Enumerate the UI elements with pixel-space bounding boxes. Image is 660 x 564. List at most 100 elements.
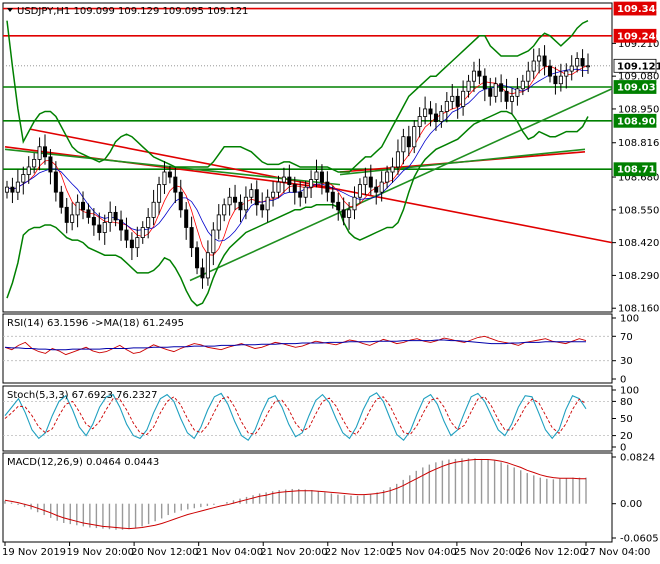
- candle-body: [4, 186, 10, 193]
- rsi-axis-label: 70: [620, 332, 633, 343]
- candle-body: [379, 181, 384, 193]
- candle-body: [450, 95, 455, 102]
- candle-body: [102, 222, 107, 233]
- candle-body: [515, 88, 520, 97]
- macd-axis-label: -0.0605: [620, 534, 659, 545]
- level-price-label: 108.903: [617, 116, 660, 127]
- candle-body: [526, 70, 531, 82]
- candle-body: [15, 181, 20, 193]
- price-axis-label: 108.290: [618, 271, 659, 282]
- candle-body: [428, 108, 433, 115]
- candle-body: [108, 211, 113, 223]
- candle-body: [178, 191, 183, 211]
- rsi-axis-label: 0: [620, 375, 626, 386]
- green-trendline-up: [339, 148, 586, 176]
- candle-body: [368, 176, 373, 188]
- candle-body: [265, 196, 270, 211]
- candle-body: [336, 201, 341, 211]
- candle-body: [292, 184, 297, 193]
- candle-body: [59, 191, 64, 208]
- candle-body: [347, 209, 352, 218]
- candle-body: [455, 95, 460, 107]
- price-axis-label: 108.420: [618, 238, 659, 249]
- level-price-label: 109.240: [617, 31, 660, 42]
- candle-body: [471, 70, 476, 82]
- candle-body: [271, 191, 276, 198]
- candle-body: [385, 171, 390, 183]
- candle-body: [580, 58, 585, 67]
- candle-body: [482, 75, 487, 90]
- candle-body: [439, 111, 444, 122]
- candle-body: [205, 252, 210, 279]
- candle-body: [48, 156, 53, 173]
- candle-body: [363, 176, 368, 186]
- candle-body: [26, 166, 31, 175]
- candle-body: [374, 186, 379, 193]
- level-price-label: 109.348: [617, 4, 660, 15]
- candle-body: [233, 196, 238, 203]
- candle-body: [319, 171, 324, 183]
- candle-body: [151, 201, 156, 218]
- candle-body: [81, 201, 86, 211]
- candle-body: [211, 229, 216, 254]
- time-axis-label: 19 Nov 20:00: [67, 547, 134, 558]
- time-axis-label: 22 Nov 12:00: [325, 547, 392, 558]
- level-price-badge: [613, 58, 657, 73]
- candle-body: [444, 100, 449, 112]
- candle-body: [433, 113, 438, 122]
- candle-body: [227, 196, 232, 206]
- macd-axis-label: 0.0824: [620, 453, 655, 464]
- candle-body: [325, 181, 330, 193]
- candle-body: [406, 136, 411, 148]
- candle-body: [124, 229, 129, 241]
- candle-body: [249, 189, 254, 198]
- price-axis-label: 108.550: [618, 205, 659, 216]
- candle-body: [129, 239, 134, 249]
- candle-body: [276, 181, 281, 193]
- rsi-title: RSI(14) 63.1596 ->MA(18) 61.2495: [7, 318, 184, 329]
- bollinger-lower: [6, 110, 589, 307]
- level-price-badge: [613, 80, 657, 94]
- candle-body: [135, 237, 140, 249]
- panel-frame-3: [2, 452, 613, 543]
- candle-body: [37, 146, 42, 160]
- rsi-line: [4, 335, 587, 356]
- candle-body: [509, 95, 514, 102]
- candle-body: [341, 209, 346, 218]
- candle-body: [352, 196, 357, 211]
- candle-body: [287, 176, 292, 186]
- bollinger-upper: [6, 20, 589, 173]
- candle-body: [357, 184, 362, 198]
- price-axis-label: 108.816: [618, 138, 659, 149]
- candle-body: [564, 70, 569, 77]
- macd-axis-label: 0.00: [620, 499, 642, 510]
- candle-body: [531, 60, 536, 72]
- time-axis-label: 27 Nov 04:00: [583, 547, 650, 558]
- candle-body: [390, 166, 395, 173]
- symbol-dropdown-icon[interactable]: [7, 8, 13, 12]
- level-price-badge: [613, 28, 657, 43]
- rsi-axis-label: 30: [620, 356, 633, 367]
- candle-body: [395, 151, 400, 168]
- candle-body: [575, 58, 580, 67]
- level-price-badge: [613, 162, 657, 177]
- candle-body: [222, 204, 227, 216]
- candle-body: [113, 211, 118, 221]
- candle-body: [499, 83, 504, 92]
- candle-body: [569, 65, 574, 72]
- candle-body: [157, 184, 162, 203]
- candle-body: [97, 224, 102, 233]
- candle-body: [216, 214, 221, 231]
- price-axis-label: 108.950: [618, 104, 659, 115]
- candle-body: [189, 227, 194, 249]
- stoch-axis-label: 100: [620, 386, 639, 397]
- level-price-label: 109.037: [617, 82, 660, 93]
- time-axis-label: 20 Nov 12:00: [131, 547, 198, 558]
- time-axis-label: 19 Nov 2019: [2, 547, 66, 558]
- rsi-axis-label: 100: [620, 314, 639, 325]
- stoch-main-line: [4, 392, 587, 441]
- price-chart-title: USDJPY,H1 109.099 109.129 109.095 109.12…: [17, 6, 248, 17]
- macd-title: MACD(12,26,9) 0.0464 0.0443: [7, 457, 159, 468]
- candle-body: [162, 171, 167, 186]
- panel-frame-0: [2, 2, 613, 313]
